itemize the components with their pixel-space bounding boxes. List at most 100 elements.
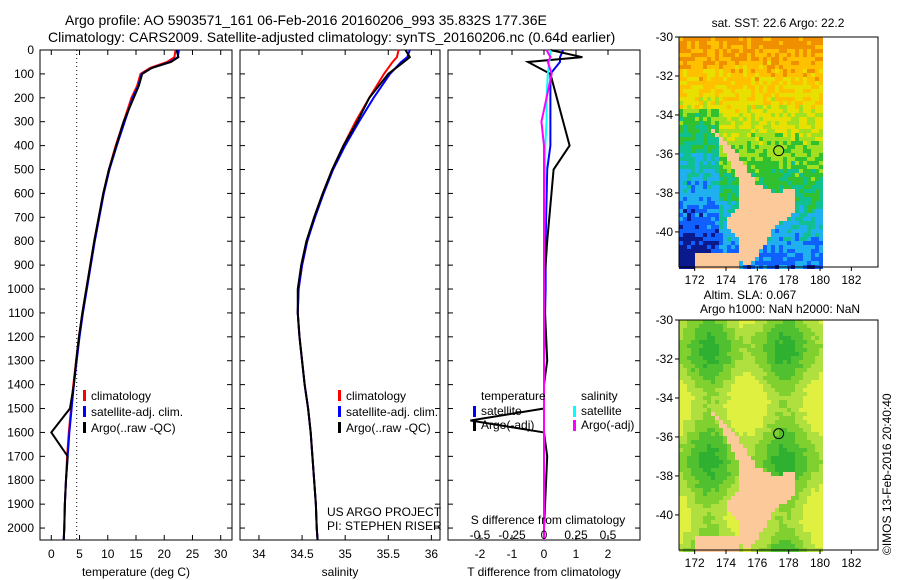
map-pixel: [775, 129, 779, 133]
map-pixel: [719, 376, 723, 380]
map-pixel: [695, 253, 699, 257]
legend-label: Argo(..raw -QC): [346, 421, 431, 435]
map-pixel: [819, 484, 823, 488]
map-pixel: [707, 237, 711, 241]
map-pixel: [719, 89, 723, 93]
map-pixel: [691, 332, 695, 336]
map-pixel: [707, 89, 711, 93]
map-pixel: [807, 384, 811, 388]
map-pixel: [819, 85, 823, 89]
map-pixel: [775, 253, 779, 257]
map-pixel: [731, 113, 735, 117]
map-pixel: [807, 372, 811, 376]
map-pixel: [759, 77, 763, 81]
map-pixel: [735, 460, 739, 464]
map-pixel: [795, 424, 799, 428]
map-pixel: [811, 205, 815, 209]
map-pixel: [731, 121, 735, 125]
map-pixel: [719, 133, 723, 137]
map-pixel: [763, 197, 767, 201]
map-pixel: [791, 384, 795, 388]
map-pixel: [775, 412, 779, 416]
map-pixel: [787, 213, 791, 217]
map-pixel: [691, 344, 695, 348]
map-pixel: [815, 376, 819, 380]
map-pixel: [759, 328, 763, 332]
map-pixel: [767, 129, 771, 133]
map-pixel: [687, 41, 691, 45]
map-pixel: [791, 376, 795, 380]
map-pixel: [707, 97, 711, 101]
map-pixel: [727, 400, 731, 404]
map-pixel: [775, 97, 779, 101]
map-pixel: [779, 261, 783, 265]
map-pixel: [811, 400, 815, 404]
map-pixel: [759, 508, 763, 512]
map-pixel: [819, 53, 823, 57]
map-pixel: [703, 89, 707, 93]
map-pixel: [707, 241, 711, 245]
map-pixel: [783, 508, 787, 512]
map-pixel: [731, 69, 735, 73]
map-pixel: [791, 420, 795, 424]
map-pixel: [751, 69, 755, 73]
map-pixel: [687, 384, 691, 388]
map-pixel: [803, 193, 807, 197]
map-pixel: [763, 472, 767, 476]
map-pixel: [771, 512, 775, 516]
map-pixel: [723, 388, 727, 392]
map-pixel: [763, 444, 767, 448]
map-pixel: [763, 332, 767, 336]
map-pixel: [739, 57, 743, 61]
legend-label: Argo(-adj): [481, 418, 534, 432]
map-pixel: [791, 520, 795, 524]
map-pixel: [799, 336, 803, 340]
map-pixel: [799, 101, 803, 105]
map-pixel: [739, 432, 743, 436]
map-pixel: [687, 93, 691, 97]
map-pixel: [739, 536, 743, 540]
map-pixel: [747, 332, 751, 336]
map-pixel: [703, 356, 707, 360]
x-tick-label: -1: [507, 547, 518, 561]
map-pixel: [791, 500, 795, 504]
map-pixel: [807, 205, 811, 209]
map-pixel: [687, 476, 691, 480]
map-pixel: [703, 165, 707, 169]
map-pixel: [743, 209, 747, 213]
map-pixel: [739, 89, 743, 93]
map-pixel: [691, 65, 695, 69]
map-pixel: [727, 444, 731, 448]
map-pixel: [727, 356, 731, 360]
map-pixel: [795, 420, 799, 424]
map-pixel: [779, 356, 783, 360]
map-pixel: [799, 205, 803, 209]
map-pixel: [723, 424, 727, 428]
map-pixel: [799, 65, 803, 69]
map-pixel: [767, 416, 771, 420]
map-pixel: [759, 109, 763, 113]
map-pixel: [815, 57, 819, 61]
map-pixel: [799, 93, 803, 97]
map-pixel: [751, 456, 755, 460]
map-pixel: [707, 504, 711, 508]
map-pixel: [699, 360, 703, 364]
map-pixel: [695, 356, 699, 360]
map-pixel: [727, 189, 731, 193]
map-pixel: [791, 544, 795, 548]
map-pixel: [739, 185, 743, 189]
map-pixel: [767, 81, 771, 85]
map-pixel: [811, 85, 815, 89]
map-pixel: [795, 53, 799, 57]
map-pixel: [779, 528, 783, 532]
map-pixel: [807, 189, 811, 193]
map-pixel: [775, 452, 779, 456]
map-pixel: [687, 416, 691, 420]
map-pixel: [763, 225, 767, 229]
map-pixel: [679, 528, 683, 532]
map-pixel: [775, 81, 779, 85]
legend-swatch: [473, 420, 476, 431]
map-pixel: [687, 85, 691, 89]
map-pixel: [771, 157, 775, 161]
map-pixel: [679, 233, 683, 237]
